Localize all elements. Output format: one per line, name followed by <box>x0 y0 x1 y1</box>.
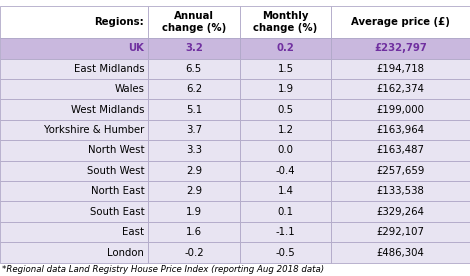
Text: £329,264: £329,264 <box>376 207 425 217</box>
FancyBboxPatch shape <box>0 201 148 222</box>
Text: 1.4: 1.4 <box>277 186 294 196</box>
FancyBboxPatch shape <box>331 242 470 263</box>
FancyBboxPatch shape <box>0 79 148 99</box>
Text: 2.9: 2.9 <box>186 186 202 196</box>
Text: UK: UK <box>128 43 144 53</box>
Text: -0.5: -0.5 <box>275 248 296 258</box>
Text: South East: South East <box>90 207 144 217</box>
Text: £232,797: £232,797 <box>374 43 427 53</box>
FancyBboxPatch shape <box>240 6 331 38</box>
Text: North West: North West <box>88 145 144 155</box>
FancyBboxPatch shape <box>0 99 148 120</box>
FancyBboxPatch shape <box>0 140 148 161</box>
FancyBboxPatch shape <box>240 79 331 99</box>
FancyBboxPatch shape <box>240 140 331 161</box>
Text: £162,374: £162,374 <box>376 84 425 94</box>
Text: 6.5: 6.5 <box>186 64 202 74</box>
FancyBboxPatch shape <box>148 6 240 38</box>
FancyBboxPatch shape <box>0 181 148 201</box>
Text: 0.2: 0.2 <box>276 43 295 53</box>
FancyBboxPatch shape <box>331 201 470 222</box>
Text: Wales: Wales <box>114 84 144 94</box>
Text: North East: North East <box>91 186 144 196</box>
FancyBboxPatch shape <box>331 6 470 38</box>
Text: 1.6: 1.6 <box>186 227 202 237</box>
Text: £133,538: £133,538 <box>377 186 424 196</box>
FancyBboxPatch shape <box>0 38 148 59</box>
FancyBboxPatch shape <box>240 161 331 181</box>
FancyBboxPatch shape <box>240 201 331 222</box>
FancyBboxPatch shape <box>331 79 470 99</box>
FancyBboxPatch shape <box>331 161 470 181</box>
FancyBboxPatch shape <box>148 59 240 79</box>
Text: £194,718: £194,718 <box>376 64 425 74</box>
FancyBboxPatch shape <box>0 242 148 263</box>
Text: 5.1: 5.1 <box>186 105 202 115</box>
Text: 6.2: 6.2 <box>186 84 202 94</box>
Text: Annual
change (%): Annual change (%) <box>162 11 226 33</box>
FancyBboxPatch shape <box>240 242 331 263</box>
Text: £199,000: £199,000 <box>376 105 425 115</box>
FancyBboxPatch shape <box>148 79 240 99</box>
Text: 3.7: 3.7 <box>186 125 202 135</box>
FancyBboxPatch shape <box>148 140 240 161</box>
FancyBboxPatch shape <box>148 222 240 242</box>
Text: £486,304: £486,304 <box>377 248 424 258</box>
Text: 1.9: 1.9 <box>277 84 294 94</box>
Text: *Regional data Land Registry House Price Index (reporting Aug 2018 data): *Regional data Land Registry House Price… <box>2 265 324 274</box>
Text: West Midlands: West Midlands <box>71 105 144 115</box>
FancyBboxPatch shape <box>0 6 148 38</box>
FancyBboxPatch shape <box>240 222 331 242</box>
Text: 0.5: 0.5 <box>277 105 294 115</box>
FancyBboxPatch shape <box>0 161 148 181</box>
FancyBboxPatch shape <box>240 38 331 59</box>
Text: East: East <box>122 227 144 237</box>
FancyBboxPatch shape <box>331 140 470 161</box>
FancyBboxPatch shape <box>240 181 331 201</box>
Text: East Midlands: East Midlands <box>74 64 144 74</box>
Text: London: London <box>108 248 144 258</box>
Text: 1.5: 1.5 <box>277 64 294 74</box>
Text: Regions:: Regions: <box>94 17 144 27</box>
FancyBboxPatch shape <box>240 59 331 79</box>
Text: Average price (£): Average price (£) <box>351 17 450 27</box>
Text: -1.1: -1.1 <box>276 227 295 237</box>
FancyBboxPatch shape <box>148 99 240 120</box>
FancyBboxPatch shape <box>331 38 470 59</box>
Text: 3.3: 3.3 <box>186 145 202 155</box>
FancyBboxPatch shape <box>240 99 331 120</box>
FancyBboxPatch shape <box>148 242 240 263</box>
FancyBboxPatch shape <box>0 59 148 79</box>
Text: 1.9: 1.9 <box>186 207 202 217</box>
Text: Yorkshire & Humber: Yorkshire & Humber <box>44 125 144 135</box>
Text: -0.4: -0.4 <box>276 166 295 176</box>
FancyBboxPatch shape <box>0 120 148 140</box>
Text: -0.2: -0.2 <box>184 248 204 258</box>
FancyBboxPatch shape <box>0 222 148 242</box>
Text: £163,487: £163,487 <box>376 145 425 155</box>
Text: Monthly
change (%): Monthly change (%) <box>253 11 318 33</box>
FancyBboxPatch shape <box>148 181 240 201</box>
Text: £292,107: £292,107 <box>376 227 425 237</box>
FancyBboxPatch shape <box>331 99 470 120</box>
FancyBboxPatch shape <box>240 120 331 140</box>
Text: £257,659: £257,659 <box>376 166 425 176</box>
FancyBboxPatch shape <box>148 201 240 222</box>
Text: 0.1: 0.1 <box>277 207 294 217</box>
FancyBboxPatch shape <box>331 120 470 140</box>
FancyBboxPatch shape <box>148 161 240 181</box>
Text: South West: South West <box>86 166 144 176</box>
Text: 1.2: 1.2 <box>277 125 294 135</box>
Text: 3.2: 3.2 <box>185 43 203 53</box>
Text: 2.9: 2.9 <box>186 166 202 176</box>
FancyBboxPatch shape <box>331 181 470 201</box>
FancyBboxPatch shape <box>331 59 470 79</box>
Text: £163,964: £163,964 <box>376 125 425 135</box>
FancyBboxPatch shape <box>148 38 240 59</box>
FancyBboxPatch shape <box>331 222 470 242</box>
FancyBboxPatch shape <box>148 120 240 140</box>
Text: 0.0: 0.0 <box>277 145 294 155</box>
